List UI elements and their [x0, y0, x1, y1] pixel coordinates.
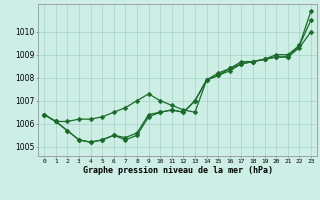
- X-axis label: Graphe pression niveau de la mer (hPa): Graphe pression niveau de la mer (hPa): [83, 166, 273, 175]
